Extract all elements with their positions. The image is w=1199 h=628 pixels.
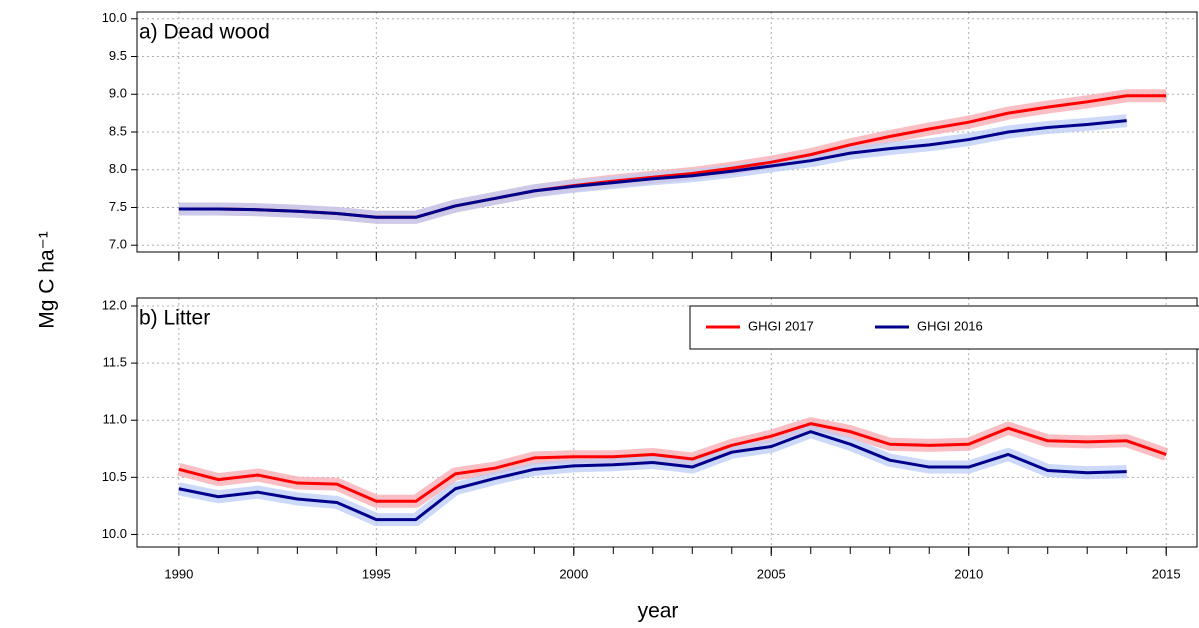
y-tick-label: 12.0	[102, 297, 127, 312]
series-line	[178, 430, 1127, 522]
x-axis-label: year	[638, 600, 679, 623]
panel-title: a) Dead wood	[139, 21, 270, 44]
y-tick-label: 10.0	[102, 526, 127, 541]
panel-title: b) Litter	[139, 307, 210, 330]
legend-label: GHGI 2017	[748, 318, 814, 333]
y-tick-label: 9.5	[109, 48, 127, 63]
y-tick-label: 11.5	[103, 355, 127, 370]
x-tick-label: 2010	[954, 566, 983, 581]
y-tick-label: 11.0	[103, 412, 127, 427]
series-line	[178, 119, 1127, 219]
y-tick-label: 7.0	[109, 237, 127, 252]
y-axis-label: Mg C ha⁻¹	[36, 231, 59, 328]
plot-frame	[136, 11, 1198, 253]
y-tick-label: 9.0	[109, 86, 127, 101]
y-tick-label: 10.5	[102, 469, 127, 484]
legend-label: GHGI 2016	[917, 318, 983, 333]
y-tick-label: 10.0	[102, 10, 127, 25]
x-tick-label: 2005	[757, 566, 786, 581]
x-tick-label: 1990	[164, 566, 193, 581]
confidence-band	[178, 89, 1167, 224]
series-line	[178, 422, 1167, 503]
y-tick-label: 8.0	[109, 161, 127, 176]
x-tick-label: 2015	[1152, 566, 1181, 581]
legend-box	[689, 305, 1199, 350]
plot-frame	[136, 297, 1198, 548]
y-tick-label: 8.5	[109, 123, 127, 138]
y-tick-label: 7.5	[109, 199, 127, 214]
x-tick-label: 2000	[559, 566, 588, 581]
x-tick-label: 1995	[362, 566, 391, 581]
confidence-band	[177, 425, 1127, 527]
